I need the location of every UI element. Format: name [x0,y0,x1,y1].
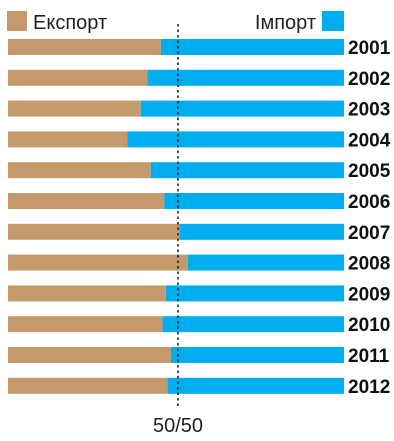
year-label-2002: 2002 [348,69,390,90]
import-bar-2003 [141,101,344,117]
export-bar-2008 [8,255,188,271]
import-bar-2002 [147,70,344,86]
export-bar-2009 [8,285,166,301]
export-bar-2012 [8,378,168,394]
import-bar-2012 [168,378,344,394]
import-bar-2006 [164,193,344,209]
legend-label-export: Експорт [33,12,107,34]
year-label-2006: 2006 [348,192,390,213]
legend-swatch-export [7,11,27,31]
year-label-2004: 2004 [348,130,391,151]
export-bar-2007 [8,224,179,240]
import-bar-2007 [179,224,344,240]
export-bar-2001 [8,39,161,55]
year-label-2012: 2012 [348,377,390,398]
year-label-2005: 2005 [348,161,391,182]
export-bar-2011 [8,347,171,363]
export-bar-2006 [8,193,164,209]
year-label-2001: 2001 [348,38,391,59]
legend-label-import: Імпорт [255,12,316,34]
import-bar-2010 [163,316,344,332]
year-label-2011: 2011 [348,346,390,367]
fifty-fifty-label: 50/50 [153,415,203,436]
import-bar-2011 [171,347,344,363]
export-bar-2002 [8,70,147,86]
legend-swatch-import [322,11,344,31]
year-label-2009: 2009 [348,284,390,305]
export-bar-2003 [8,101,141,117]
import-bar-2005 [151,162,344,178]
export-bar-2005 [8,162,151,178]
year-label-2003: 2003 [348,100,390,121]
import-bar-2004 [127,131,344,147]
import-bar-2008 [188,255,344,271]
bars-group [8,39,344,394]
year-label-2010: 2010 [348,315,390,336]
year-label-2008: 2008 [348,254,390,275]
export-bar-2010 [8,316,163,332]
import-bar-2001 [161,39,344,55]
year-label-2007: 2007 [348,223,390,244]
import-bar-2009 [166,285,344,301]
year-labels-group: 2001 2002 2003 2004 2005 2006 2007 2008 2009 2010… [348,38,391,398]
export-bar-2004 [8,131,127,147]
